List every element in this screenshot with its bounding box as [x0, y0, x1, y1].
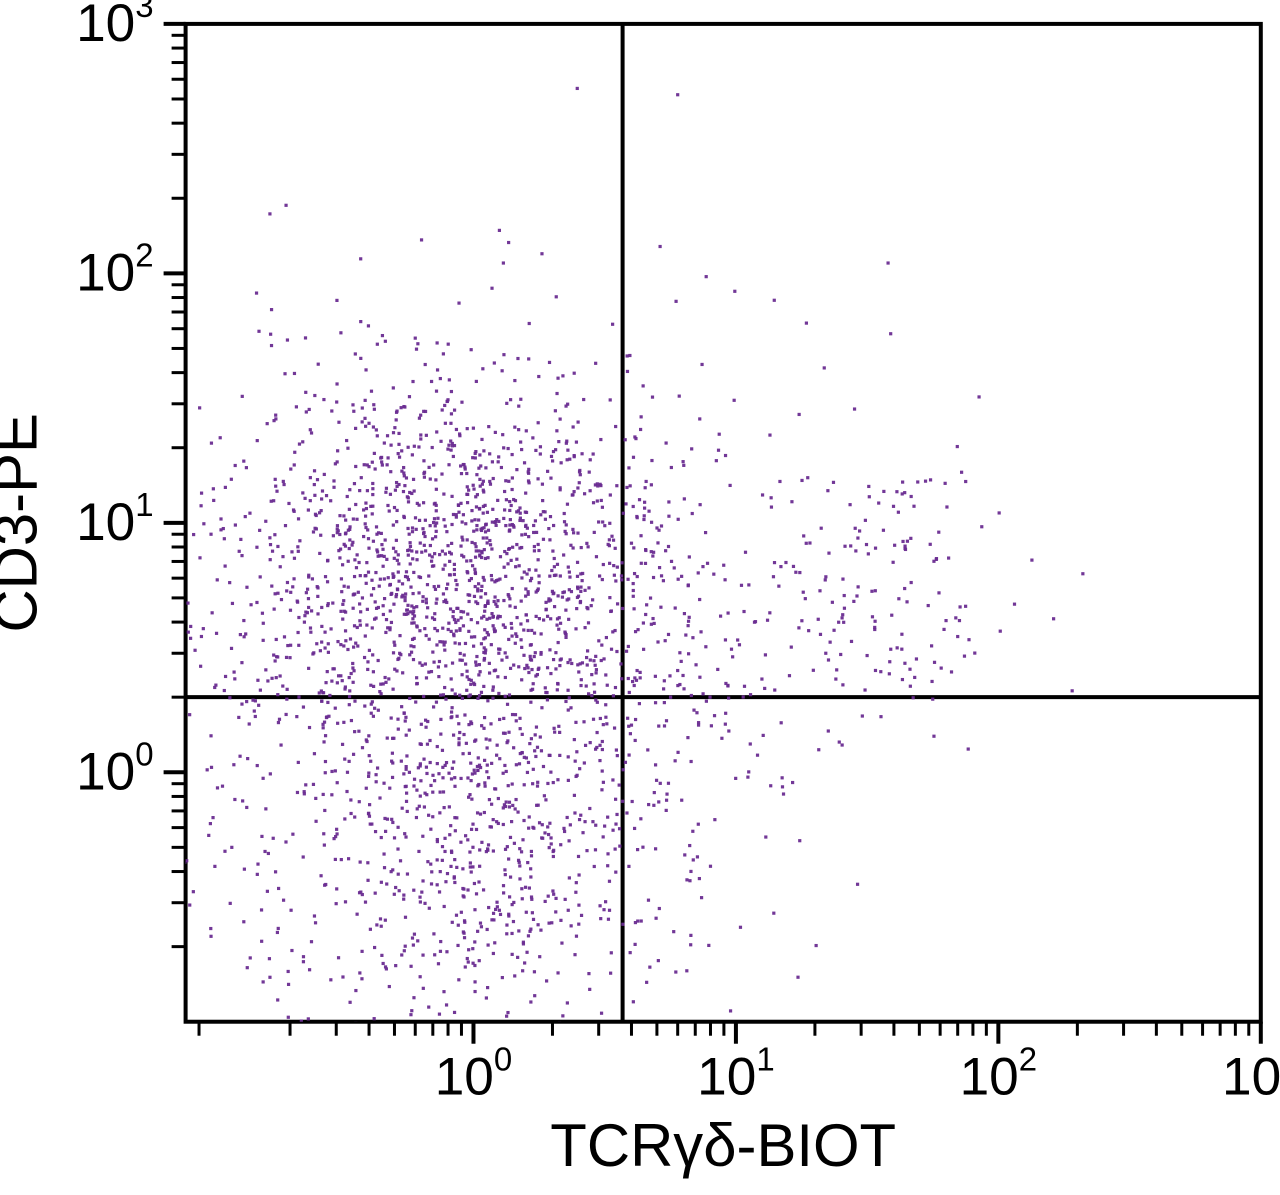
flow-cytometry-scatter: 100101102103100101102103TCRγδ-BIOTCD3-PE — [0, 0, 1280, 1195]
svg-text:103: 103 — [1222, 1040, 1280, 1106]
x-axis-label: TCRγδ-BIOT — [550, 1112, 896, 1179]
y-axis-label: CD3-PE — [0, 413, 50, 632]
